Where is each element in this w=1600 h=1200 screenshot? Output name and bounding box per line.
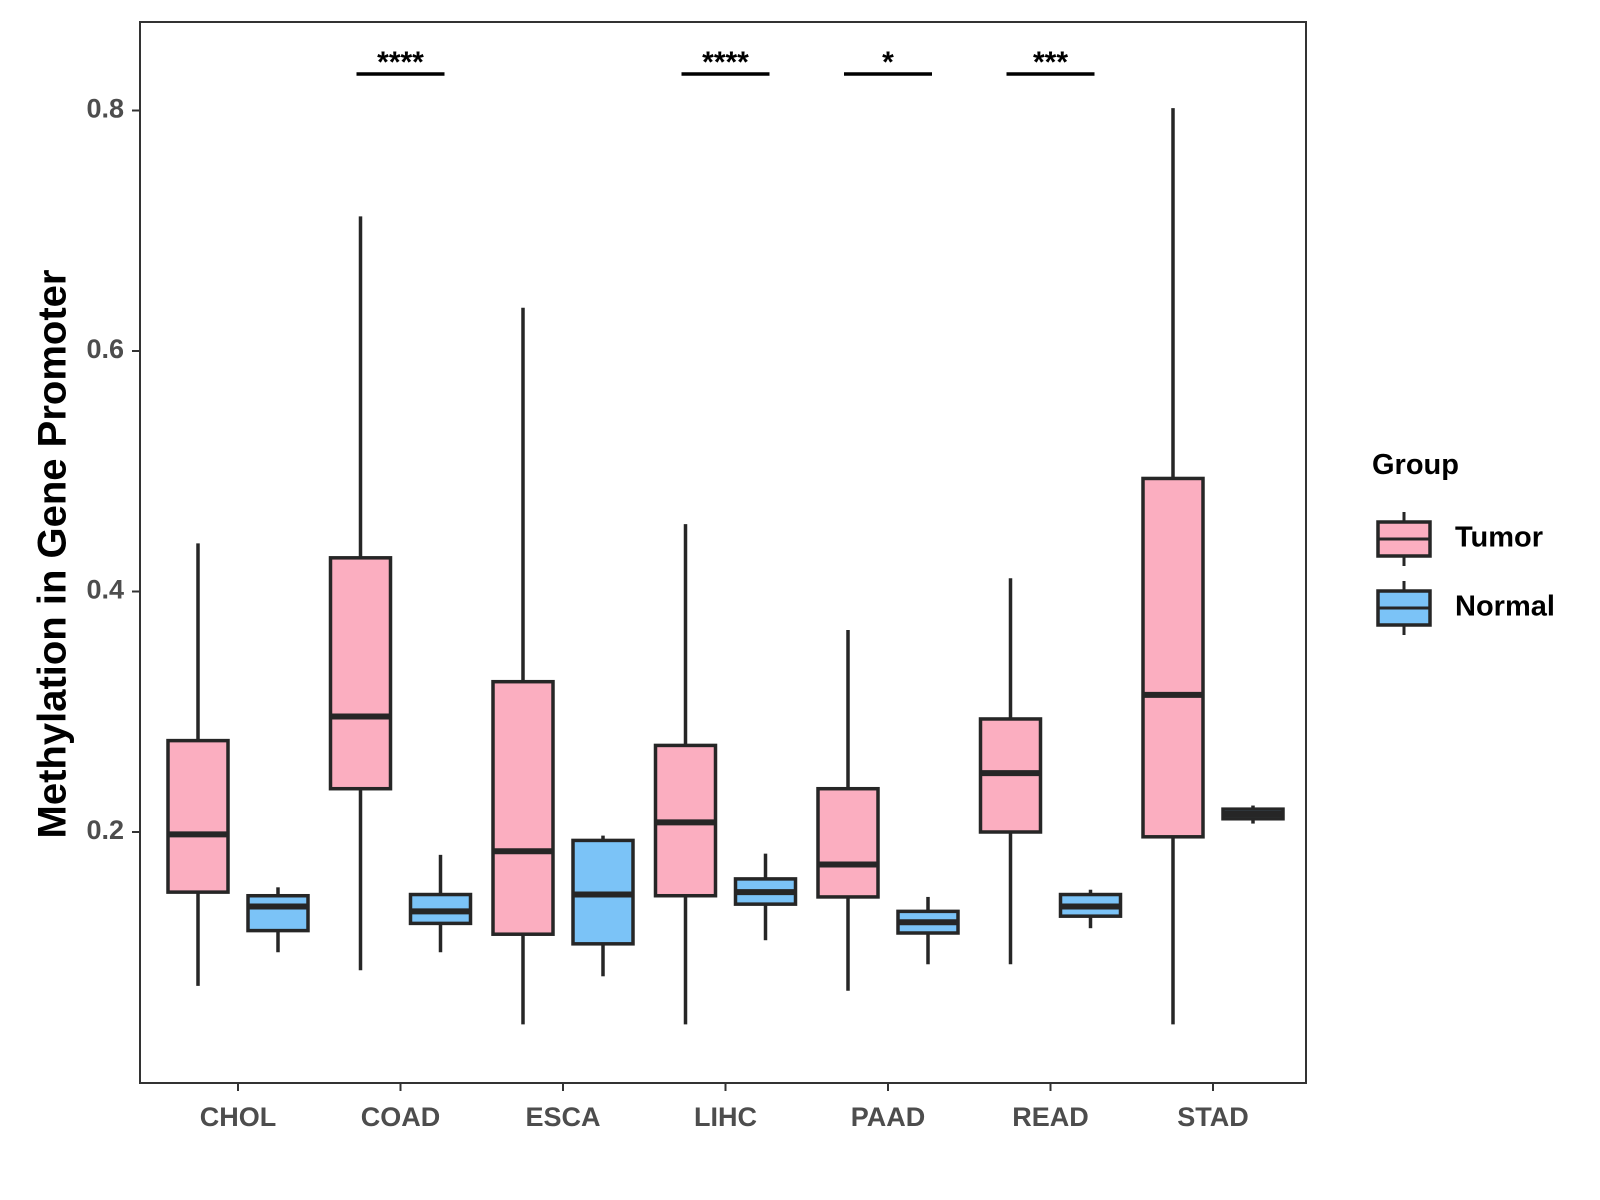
y-tick-label: 0.4 <box>86 575 124 605</box>
legend-key-tumor[interactable]: Tumor <box>1376 512 1543 566</box>
box-tumor-chol <box>166 543 230 986</box>
x-tick-label-read: READ <box>1012 1102 1089 1132</box>
box-normal-coad <box>408 854 473 953</box>
y-tick-label: 0.2 <box>86 815 124 845</box>
legend[interactable]: Group Tumor Normal <box>1372 449 1555 635</box>
plot-panel <box>139 21 1307 1084</box>
sig-read: *** <box>1006 46 1095 79</box>
box-body <box>1141 476 1205 839</box>
x-tick-label-esca: ESCA <box>525 1102 600 1132</box>
box-series <box>166 108 1285 1025</box>
box-tumor-read <box>978 578 1043 965</box>
box-tumor-lihc <box>653 524 718 1025</box>
box-tumor-esca <box>491 307 555 1025</box>
legend-key-normal[interactable]: Normal <box>1376 581 1555 635</box>
box-normal-esca <box>571 835 635 977</box>
significance-annotations: **** **** * *** <box>356 46 1095 79</box>
y-tick-label: 0.6 <box>86 334 124 364</box>
y-axis: 0.2 0.4 0.6 0.8 <box>86 94 140 845</box>
legend-title: Group <box>1372 449 1459 481</box>
sig-label: * <box>882 46 894 79</box>
box-body <box>491 679 555 936</box>
box-tumor-paad <box>816 629 880 991</box>
box-normal-lihc <box>733 853 798 941</box>
sig-label: *** <box>1033 46 1068 79</box>
x-tick-label-chol: CHOL <box>200 1102 277 1132</box>
sig-label: **** <box>702 46 749 79</box>
sig-lihc: **** <box>681 46 770 79</box>
x-tick-label-lihc: LIHC <box>694 1102 757 1132</box>
box-normal-read <box>1058 889 1123 929</box>
x-tick-label-stad: STAD <box>1177 1102 1249 1132</box>
box-body <box>246 893 310 933</box>
y-axis-title: Methylation in Gene Promoter <box>31 270 75 839</box>
legend-label-tumor: Tumor <box>1455 522 1543 554</box>
y-tick-label: 0.8 <box>86 94 124 124</box>
sig-coad: **** <box>356 46 445 79</box>
box-tumor-stad <box>1141 108 1205 1025</box>
x-axis: CHOL COAD ESCA LIHC PAAD READ STAD <box>200 1083 1249 1132</box>
box-body <box>166 738 230 894</box>
box-normal-chol <box>246 887 310 953</box>
box-normal-stad <box>1221 805 1285 824</box>
legend-label-normal: Normal <box>1455 591 1555 623</box>
box-tumor-coad <box>328 216 393 971</box>
box-normal-paad <box>896 896 960 965</box>
sig-label: **** <box>377 46 424 79</box>
box-body <box>816 786 880 899</box>
sig-paad: * <box>844 46 932 79</box>
box-body <box>328 556 393 791</box>
x-tick-label-paad: PAAD <box>851 1102 926 1132</box>
x-tick-label-coad: COAD <box>361 1102 441 1132</box>
